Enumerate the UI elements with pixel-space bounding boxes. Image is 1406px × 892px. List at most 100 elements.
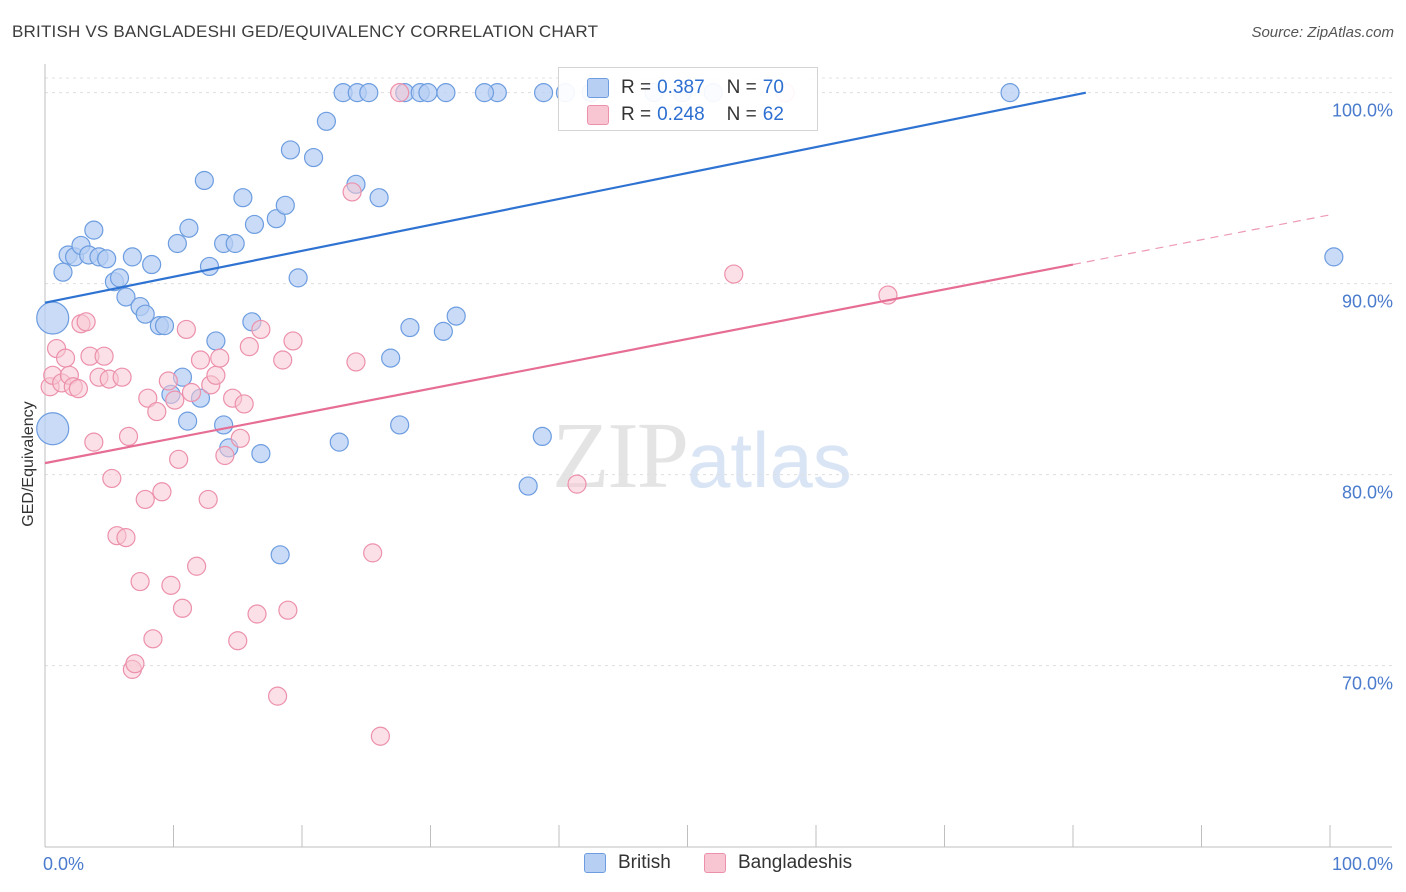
- bangladeshis-point: [247, 604, 267, 624]
- british-point: [303, 147, 324, 168]
- bangladeshis-point: [172, 598, 193, 618]
- british-point: [446, 306, 466, 326]
- n-label: N =: [726, 77, 757, 98]
- bangladeshis-point: [342, 182, 362, 202]
- x-tick-label: 100.0%: [1332, 854, 1393, 874]
- bangladeshis-swatch: [587, 105, 609, 125]
- british-swatch: [584, 853, 606, 873]
- british-point: [97, 249, 117, 269]
- bangladeshis-point: [198, 489, 218, 510]
- british-point: [1324, 247, 1344, 267]
- bangladeshis-point: [181, 382, 202, 403]
- british-point: [436, 83, 456, 103]
- british-point: [116, 287, 136, 307]
- bangladeshis-point: [187, 556, 207, 576]
- british-point: [400, 317, 420, 338]
- bangladeshis-point: [346, 352, 366, 372]
- y-tick-label: 70.0%: [1342, 674, 1393, 694]
- british-n-value: 70: [762, 77, 784, 98]
- british-point: [533, 83, 554, 103]
- bangladeshis-point: [55, 348, 76, 368]
- legend-row-british: R = 0.387 N = 70: [587, 76, 784, 100]
- bangladeshis-point: [267, 686, 288, 706]
- british-point: [390, 415, 410, 435]
- bangladeshis-point: [118, 426, 139, 447]
- bangladeshis-point: [215, 445, 235, 466]
- bangladeshis-point: [161, 575, 181, 595]
- bangladeshis-point: [190, 350, 211, 370]
- y-tick-label: 100.0%: [1332, 101, 1393, 121]
- british-point: [135, 304, 155, 324]
- bangladeshis-point: [158, 371, 178, 391]
- bangladeshis-point: [147, 401, 167, 422]
- british-point: [275, 195, 295, 215]
- trend-layer: [44, 91, 1331, 465]
- x-tick-label: 0.0%: [43, 854, 84, 874]
- british-point: [474, 83, 495, 103]
- bangladeshis-point: [273, 350, 293, 370]
- chart-title: BRITISH VS BANGLADESHI GED/EQUIVALENCY C…: [12, 22, 599, 41]
- british-point: [36, 301, 70, 335]
- british-legend-label: British: [618, 852, 671, 873]
- bangladeshis-point: [283, 331, 303, 351]
- bangladeshis-point: [206, 365, 226, 385]
- bangladeshis-point: [169, 449, 189, 469]
- bangladeshis-point: [567, 474, 587, 494]
- british-point: [1000, 83, 1020, 103]
- bangladeshis-point: [152, 482, 172, 502]
- british-point: [266, 209, 286, 229]
- british-point: [122, 247, 142, 267]
- bangladeshis-point: [130, 571, 150, 592]
- bangladeshis-point: [165, 390, 185, 410]
- british-point: [369, 188, 389, 208]
- british-point: [233, 188, 253, 208]
- british-point: [142, 254, 162, 275]
- british-swatch: [587, 78, 609, 98]
- british-point: [251, 443, 271, 464]
- bangladeshis-point: [390, 83, 410, 103]
- british-point: [53, 262, 73, 282]
- points-layer: [36, 83, 1344, 746]
- bangladeshis-point: [68, 379, 89, 399]
- bangladeshis-point: [102, 468, 122, 489]
- british-point: [288, 268, 308, 288]
- y-tick-label: 80.0%: [1342, 483, 1393, 503]
- r-label: R =: [621, 77, 652, 98]
- british-point: [36, 412, 70, 446]
- british-point: [179, 218, 199, 238]
- british-point: [199, 256, 220, 277]
- legend-item-british[interactable]: British: [584, 852, 671, 874]
- watermark-atlas: atlas: [687, 416, 852, 504]
- bangladeshis-point: [210, 348, 230, 368]
- british-point: [329, 432, 349, 452]
- bangladeshis-point: [370, 726, 390, 746]
- r-label: R =: [621, 104, 652, 125]
- n-label: N =: [726, 104, 757, 125]
- british-point: [381, 348, 401, 368]
- british-point: [316, 111, 337, 131]
- british-point: [225, 233, 245, 254]
- legend-row-bangladeshis: R = 0.248 N = 62: [587, 103, 784, 127]
- british-point: [518, 476, 538, 496]
- legend-item-bangladeshis[interactable]: Bangladeshis: [704, 852, 852, 874]
- bangladeshis-trend-line: [44, 263, 1074, 465]
- british-point: [206, 331, 226, 351]
- bangladeshis-point: [76, 312, 96, 332]
- british-point: [433, 321, 453, 341]
- axis-layer: [44, 64, 1392, 848]
- bangladeshis-point: [112, 367, 132, 387]
- bangladeshis-point: [135, 489, 155, 510]
- british-point: [214, 415, 234, 435]
- british-point: [418, 83, 438, 103]
- y-axis-label: GED/Equivalency: [20, 401, 37, 527]
- british-point: [359, 83, 379, 103]
- bangladeshis-point: [84, 432, 104, 452]
- bangladeshis-point: [251, 319, 271, 340]
- british-point: [154, 316, 175, 336]
- bangladeshis-legend-label: Bangladeshis: [738, 852, 853, 873]
- bangladeshis-point: [724, 264, 744, 284]
- bangladeshis-r-value: 0.248: [657, 104, 705, 125]
- british-point: [194, 170, 214, 191]
- british-trend-line: [44, 91, 1087, 304]
